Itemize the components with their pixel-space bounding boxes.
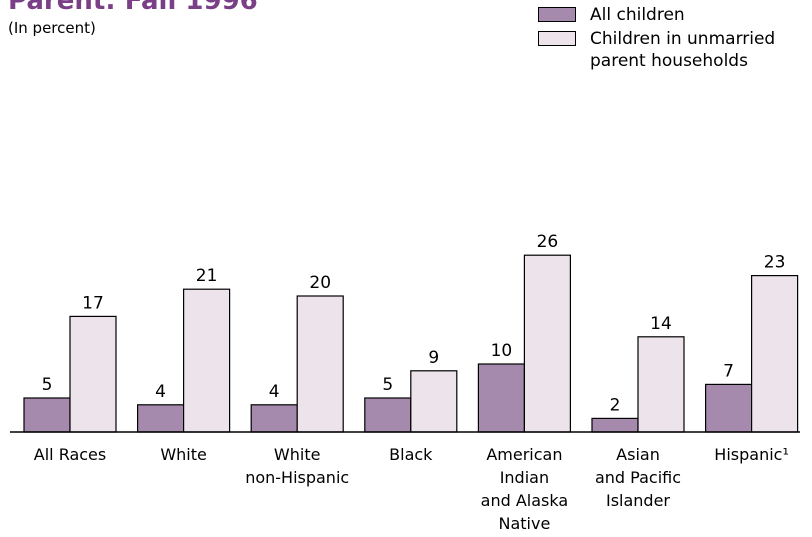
data-label-hispanic-unmarried: 23	[764, 253, 786, 273]
data-label-white-non-hispanic-all-children: 4	[269, 382, 280, 402]
bar-all-races-all-children	[23, 397, 71, 433]
data-label-asian-and-pacific-islander-all-children: 2	[610, 395, 621, 415]
category-label-white-non-hispanic: White non-Hispanic	[245, 445, 349, 487]
data-label-american-indian-and-alaska-native-all-children: 10	[491, 341, 513, 361]
category-label-black: Black	[389, 445, 433, 464]
legend-label-unmarried-line2: parent households	[590, 51, 748, 71]
data-label-black-unmarried: 9	[428, 348, 439, 368]
data-label-all-races-all-children: 5	[42, 375, 53, 395]
chart-title: Parent: Fall 1996	[8, 0, 258, 16]
data-label-black-all-children: 5	[382, 375, 393, 395]
legend-label-unmarried: Children in unmarried parent households	[590, 28, 775, 72]
legend-label-unmarried-line1: Children in unmarried	[590, 29, 776, 49]
data-label-hispanic-all-children: 7	[723, 361, 734, 381]
bar-white-non-hispanic-all-children	[250, 404, 298, 433]
bar-asian-and-pacific-islander-all-children	[591, 417, 639, 433]
category-label-american-indian-and-alaska-native: American Indian and Alaska Native	[481, 445, 569, 533]
bar-black-all-children	[364, 397, 412, 433]
data-label-american-indian-and-alaska-native-unmarried: 26	[537, 232, 559, 252]
legend-swatch-all-children	[538, 7, 576, 22]
data-label-white-non-hispanic-unmarried: 20	[309, 273, 331, 293]
legend-label-all-children: All children	[590, 5, 685, 25]
bar-asian-and-pacific-islander-unmarried	[637, 336, 685, 433]
bar-black-unmarried	[410, 370, 458, 433]
bar-american-indian-and-alaska-native-unmarried	[523, 254, 572, 433]
category-label-asian-and-pacific-islander: Asian and Pacific Islander	[595, 445, 681, 510]
category-label-all-races: All Races	[34, 445, 106, 464]
data-label-white-unmarried: 21	[196, 266, 218, 286]
category-label-white: White	[160, 445, 207, 464]
bar-hispanic-all-children	[704, 383, 753, 433]
data-label-asian-and-pacific-islander-unmarried: 14	[650, 314, 672, 334]
chart-subtitle: (In percent)	[8, 19, 96, 37]
bar-white-unmarried	[183, 288, 231, 433]
category-label-hispanic: Hispanic¹	[714, 445, 789, 464]
legend-swatch-unmarried	[538, 31, 576, 46]
bar-american-indian-and-alaska-native-all-children	[477, 363, 525, 433]
bar-white-all-children	[137, 404, 185, 433]
bar-all-races-unmarried	[69, 315, 117, 433]
bar-hispanic-unmarried	[750, 275, 799, 433]
bar-white-non-hispanic-unmarried	[296, 295, 344, 433]
data-label-white-all-children: 4	[155, 382, 166, 402]
data-label-all-races-unmarried: 17	[82, 293, 104, 313]
